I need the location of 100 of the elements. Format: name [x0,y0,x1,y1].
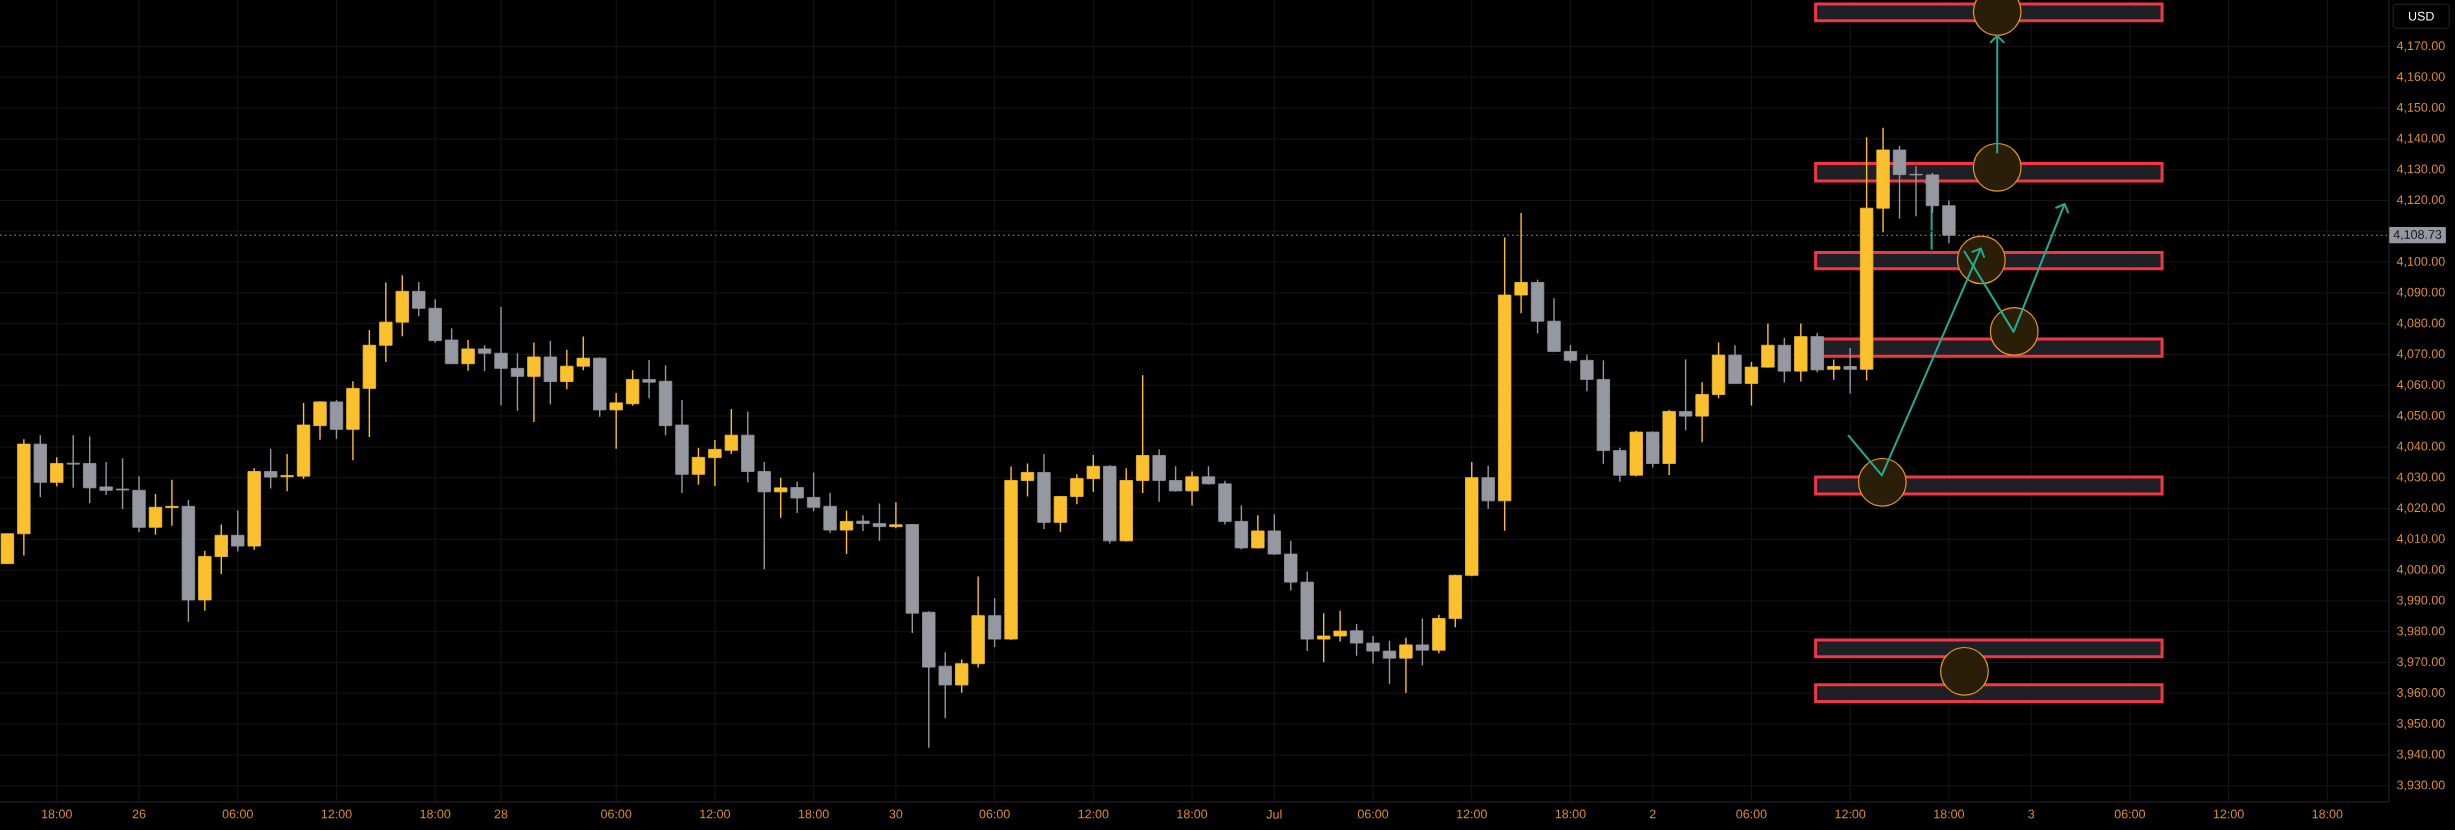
x-tick-label: 12:00 [2213,809,2244,819]
y-tick-label: 4,050.00 [2396,410,2445,422]
candlestick [609,392,623,450]
x-tick-label: 06:00 [601,809,632,819]
candlestick [856,514,870,532]
y-tick-label: 4,170.00 [2396,41,2445,52]
candlestick [66,434,80,489]
candlestick [1415,617,1430,666]
x-tick-label: 18:00 [42,809,72,819]
candlestick [1382,639,1397,685]
candlestick [955,658,969,694]
candlestick [1580,354,1594,392]
candlestick [494,306,508,407]
candlestick [1514,212,1528,314]
y-tick-label: 4,080.00 [2396,318,2445,329]
candlestick [510,352,525,412]
y-tick-label: 4,060.00 [2396,380,2445,391]
x-tick-label: 06:00 [979,809,1010,819]
y-tick-label: 3,980.00 [2397,626,2445,637]
candlestick [444,327,459,365]
candlestick [379,281,393,363]
candlestick [576,335,590,371]
candlestick [1317,612,1331,663]
y-tick-label: 3,990.00 [2397,595,2445,607]
candlestick [790,480,804,514]
candlestick [1070,473,1084,505]
y-tick-label: 4,100.00 [2396,256,2445,268]
candlestick [280,453,294,492]
candlestick [708,439,722,487]
candlestick [461,339,475,372]
candlestick [313,400,327,441]
y-tick-label: 3,930.00 [2397,780,2445,791]
candlestick [50,456,64,488]
candlestick [1086,454,1100,493]
x-tick-label: 06:00 [1736,809,1767,819]
candlestick [165,479,179,527]
y-tick-label: 3,970.00 [2397,657,2445,668]
y-tick-label: 4,120.00 [2396,195,2445,206]
candlestick [477,344,492,372]
y-tick-label: 4,000.00 [2396,564,2445,576]
y-tick-label: 4,020.00 [2396,503,2445,514]
candlestick [872,502,887,542]
candlestick [1481,464,1495,510]
candlestick [1333,610,1347,643]
candlestick [412,281,426,317]
x-tick-label: 2 [1649,809,1656,819]
x-tick-label: 18:00 [420,809,451,819]
x-tick-label: 18:00 [798,809,829,819]
candlestick [1020,462,1035,498]
candlestick [839,509,854,555]
x-tick-label: 06:00 [1357,809,1389,819]
x-tick-label: 12:00 [321,809,352,819]
y-tick-label: 4,040.00 [2396,441,2445,453]
candlestick [1168,465,1183,493]
x-tick-label: 3 [2028,809,2035,819]
x-tick-label: 18:00 [1934,809,1965,819]
candlestick [1843,347,1857,395]
candlestick [527,341,541,423]
candlestick [1366,635,1380,665]
x-tick-label: 18:00 [1177,809,1208,819]
candlestick [987,597,1002,648]
x-tick-label: 12:00 [700,809,731,819]
candlestick [1185,470,1199,507]
candlestick [231,509,245,553]
x-tick-label: 18:00 [2312,809,2343,819]
y-tick-label: 4,070.00 [2396,349,2445,360]
candlestick [938,651,952,719]
y-tick-label: 4,150.00 [2396,102,2445,114]
candlestick [115,457,130,510]
x-tick-label: 12:00 [1078,809,1109,819]
x-tick-label: 06:00 [222,809,253,819]
y-tick-label: 3,940.00 [2397,749,2445,761]
candlestick [148,493,163,536]
y-tick-label: 4,030.00 [2396,472,2445,483]
candlestick [560,349,574,390]
x-tick-label: 30 [889,809,903,819]
candlestick [1744,361,1759,407]
candlestick [691,447,706,486]
x-tick-label: 12:00 [1457,809,1487,819]
candlestick [757,461,771,570]
y-axis-title: USD [2408,11,2434,21]
x-tick-label: 18:00 [1555,809,1586,819]
candlestick [1349,623,1364,657]
candlestick [264,448,278,490]
candlestick [889,501,903,529]
y-tick-label: 4,140.00 [2396,133,2445,145]
candlestick [1267,513,1281,556]
candlestick [1678,358,1693,431]
candlestick [1827,358,1841,381]
candlestick [1399,637,1413,694]
candlestick [642,359,656,399]
candlestick [823,492,837,534]
candlestick [1695,381,1709,443]
x-tick-label: 26 [132,809,146,819]
x-tick-label: 12:00 [1835,809,1866,819]
candlestick [99,461,113,496]
y-tick-label: 4,010.00 [2396,534,2445,545]
x-tick-label: 28 [494,809,508,819]
candlestick [214,523,228,575]
candlestick [724,408,738,455]
